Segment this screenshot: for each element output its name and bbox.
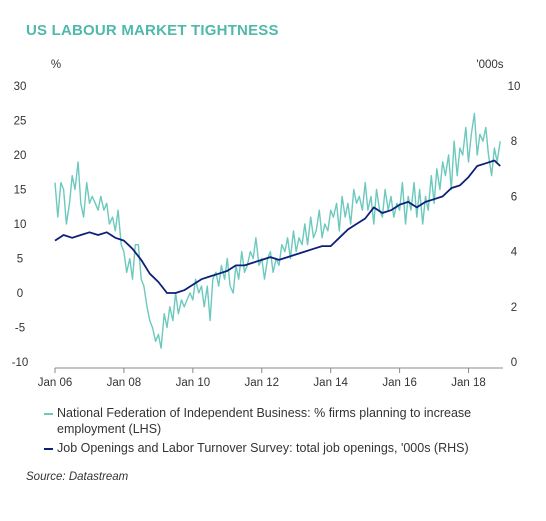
source-note: Source: Datastream xyxy=(26,471,129,483)
right-tick-label: 4 xyxy=(511,247,518,259)
left-tick-label: 25 xyxy=(14,116,27,128)
x-tick-label: Jan 16 xyxy=(382,377,417,389)
legend-swatch-jolts xyxy=(44,448,53,450)
axis-labels: Jan 06 Jan 08 Jan 10 Jan 12 Jan 14 Jan 16 Jan … xyxy=(12,59,521,389)
right-tick-label: 8 xyxy=(511,136,517,148)
x-tick-label: Jan 08 xyxy=(107,377,142,389)
left-tick-label: 5 xyxy=(17,254,23,266)
legend-label-jolts: Job Openings and Labor Turnover Survey: … xyxy=(57,441,469,455)
left-tick-label: -10 xyxy=(12,357,29,369)
x-tick-label: Jan 18 xyxy=(451,377,486,389)
right-tick-label: 2 xyxy=(511,302,517,314)
series-layer xyxy=(54,112,501,349)
x-tick-label: Jan 12 xyxy=(245,377,280,389)
left-tick-label: 0 xyxy=(17,288,23,300)
chart-title: US LABOUR MARKET TIGHTNESS xyxy=(26,22,279,39)
axes xyxy=(54,367,503,373)
x-tick-label: Jan 10 xyxy=(176,377,211,389)
right-tick-label: 10 xyxy=(508,81,521,93)
series-line-jolts xyxy=(54,159,501,294)
legend-label-nfib: National Federation of Independent Busin… xyxy=(57,406,472,436)
right-tick-label: 6 xyxy=(511,191,517,203)
left-axis-unit: % xyxy=(51,59,61,71)
series-line-nfib xyxy=(54,112,501,349)
legend-swatch-nfib xyxy=(44,413,53,415)
left-tick-label: 30 xyxy=(14,81,27,93)
left-tick-label: 15 xyxy=(14,185,27,197)
x-tick-label: Jan 14 xyxy=(313,377,348,389)
left-tick-label: 10 xyxy=(14,219,27,231)
right-tick-label: 0 xyxy=(511,357,517,369)
x-tick-label: Jan 06 xyxy=(38,377,73,389)
left-tick-label: 20 xyxy=(14,150,27,162)
right-axis-unit: '000s xyxy=(476,59,503,71)
left-tick-label: -5 xyxy=(15,323,25,335)
